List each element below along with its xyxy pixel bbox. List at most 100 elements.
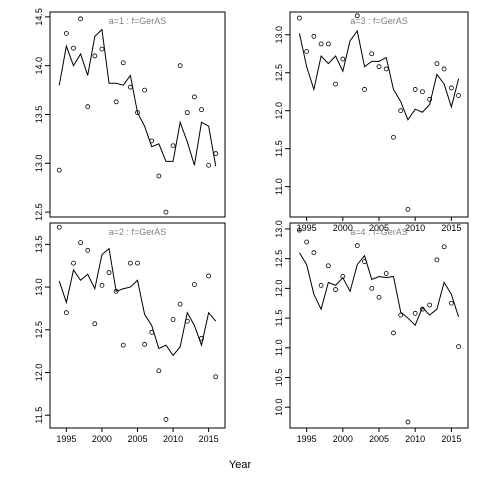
observed-point xyxy=(427,302,433,308)
y-tick-label: 12.0 xyxy=(274,102,284,120)
observed-point xyxy=(304,49,310,54)
x-tick-label: 2015 xyxy=(441,223,461,233)
observed-point xyxy=(340,56,346,62)
observed-point xyxy=(376,64,382,70)
y-tick-label: 13.0 xyxy=(274,220,284,238)
observed-point xyxy=(354,13,360,19)
observed-point xyxy=(184,110,190,115)
y-tick-label: 14.0 xyxy=(34,57,44,75)
observed-point xyxy=(113,288,119,294)
observed-point xyxy=(113,99,119,105)
y-tick-label: 13.0 xyxy=(34,278,44,296)
observed-point xyxy=(448,85,454,91)
y-tick-label: 14.5 xyxy=(34,8,44,26)
x-tick-label: 1995 xyxy=(297,434,317,444)
observed-point xyxy=(78,16,83,22)
observed-point xyxy=(398,312,404,318)
x-tick-label: 2010 xyxy=(163,434,183,444)
observed-point xyxy=(448,300,454,306)
observed-point xyxy=(56,224,62,230)
x-tick-label: 2015 xyxy=(199,434,219,444)
observed-point xyxy=(135,110,140,115)
observed-point xyxy=(99,282,105,288)
fitted-line xyxy=(298,29,460,121)
observed-point xyxy=(135,260,140,266)
observed-point xyxy=(92,321,98,327)
observed-point xyxy=(405,207,411,212)
observed-point xyxy=(354,243,360,248)
panel-4: a=4 : f=GerAS 10.0 10.5 11.0 11.5 12.0 12.5 13.… xyxy=(274,220,469,444)
y-tick-label: 10.0 xyxy=(274,398,284,416)
y-tick-label: 11.0 xyxy=(274,339,284,356)
observed-point xyxy=(362,259,367,265)
panel-1: a=1 : f=GerAS 12.5 13.0 13.5 14.0 14.5 xyxy=(34,8,226,221)
observed-point xyxy=(63,310,69,316)
observed-point xyxy=(163,209,169,215)
observed-point xyxy=(170,317,176,322)
observed-point xyxy=(85,104,91,110)
observed-point xyxy=(318,41,324,47)
y-tick-label: 12.0 xyxy=(274,280,284,298)
observed-point xyxy=(78,240,83,246)
observed-point xyxy=(142,341,148,347)
observed-point xyxy=(318,282,324,288)
observed-point xyxy=(325,263,331,269)
y-tick-label: 10.5 xyxy=(274,369,284,387)
observed-point xyxy=(192,282,197,287)
observed-point xyxy=(369,51,375,57)
observed-point xyxy=(120,60,126,66)
observed-point xyxy=(420,306,425,312)
observed-point xyxy=(456,344,461,349)
observed-point xyxy=(177,63,183,69)
observed-point xyxy=(325,41,331,47)
panel-frame xyxy=(289,222,469,429)
observed-point xyxy=(333,81,338,87)
observed-point xyxy=(63,31,69,36)
observed-point xyxy=(441,66,447,72)
x-tick-label: 2010 xyxy=(405,434,425,444)
panel-title: a=3 : f=GerAS xyxy=(350,16,408,26)
x-tick-label: 2015 xyxy=(441,434,461,444)
y-tick-label: 12.5 xyxy=(34,321,44,339)
fitted-line xyxy=(298,252,460,327)
observed-point xyxy=(369,285,375,291)
observed-point xyxy=(127,260,133,266)
observed-point xyxy=(427,96,433,102)
panel-3: a=2 : f=GerAS 11.5 12.0 12.5 13.0 13.5 1995 200… xyxy=(34,222,226,444)
observed-point xyxy=(192,94,197,100)
observed-point xyxy=(340,274,346,279)
fitted-line xyxy=(58,247,217,357)
x-tick-label: 2000 xyxy=(92,434,112,444)
observed-point xyxy=(434,61,440,67)
observed-point xyxy=(199,335,204,341)
observed-point xyxy=(456,93,461,98)
y-tick-label: 11.5 xyxy=(274,140,284,157)
observed-point xyxy=(85,247,91,253)
observed-point xyxy=(206,273,212,279)
observed-point xyxy=(434,257,440,263)
y-tick-label: 12.5 xyxy=(274,64,284,82)
observed-point xyxy=(441,244,447,250)
x-tick-label: 2000 xyxy=(333,223,353,233)
observed-point xyxy=(127,84,133,90)
y-tick-label: 13.5 xyxy=(34,106,44,124)
observed-point xyxy=(206,162,212,168)
y-tick-label: 12.5 xyxy=(34,203,44,221)
observed-point xyxy=(412,87,418,92)
observed-point xyxy=(391,330,396,336)
y-tick-label: 12.5 xyxy=(274,250,284,268)
observed-point xyxy=(56,167,62,173)
observed-point xyxy=(398,108,404,114)
x-tick-label: 1995 xyxy=(56,434,76,444)
observed-point xyxy=(420,89,425,95)
observed-point xyxy=(156,173,162,179)
observed-point xyxy=(311,33,317,39)
observed-point xyxy=(163,417,169,422)
y-tick-label: 11.0 xyxy=(274,178,284,195)
observed-point xyxy=(213,151,219,156)
x-tick-label: 2005 xyxy=(369,434,389,444)
y-tick-label: 12.0 xyxy=(34,364,44,382)
observed-point xyxy=(405,419,411,425)
chart-panels: a=1 : f=GerAS 12.5 13.0 13.5 14.0 14.5 a=3 : f… xyxy=(34,8,469,444)
